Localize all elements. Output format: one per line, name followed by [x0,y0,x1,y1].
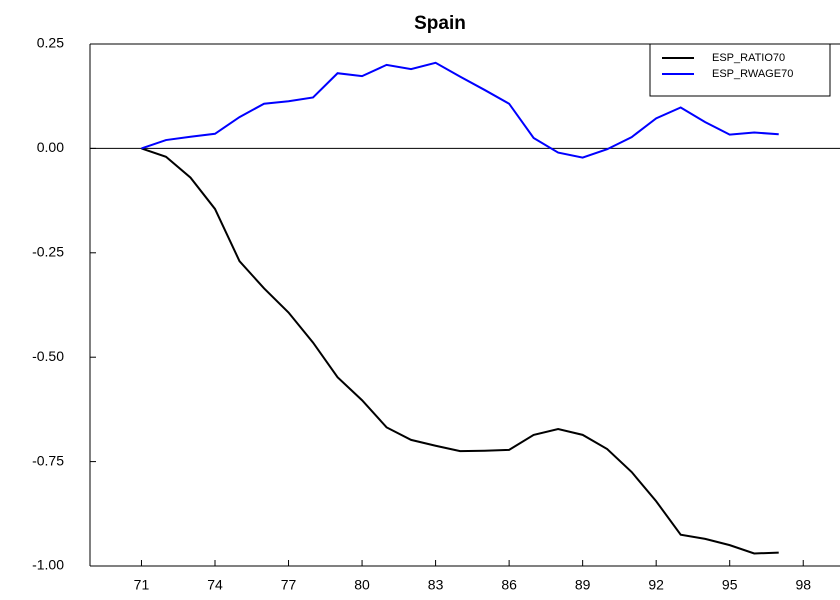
legend-box [649,43,831,97]
x-tick-label: 74 [207,577,223,593]
chart-title: Spain [414,13,466,34]
x-tick-label: 86 [501,577,517,593]
y-tick-label: -0.75 [32,452,64,468]
legend-label: ESP_RATIO70 [712,52,785,64]
x-tick-label: 92 [648,577,664,593]
x-tick-label: 83 [428,577,444,593]
x-tick-label: 71 [134,577,150,593]
series-line [141,61,779,159]
x-tick-label: 77 [281,577,297,593]
series-line [141,147,779,555]
x-tick-label: 95 [722,577,738,593]
y-tick-label: 0.00 [37,139,64,155]
x-tick-label: 80 [354,577,370,593]
legend-label: ESP_RWAGE70 [712,68,793,80]
y-tick-label: 0.25 [37,35,64,51]
x-tick-label: 98 [795,577,811,593]
y-tick-label: -0.50 [32,348,64,364]
y-tick-label: -0.25 [32,244,64,260]
y-tick-label: -1.00 [32,557,64,573]
x-tick-label: 89 [575,577,591,593]
